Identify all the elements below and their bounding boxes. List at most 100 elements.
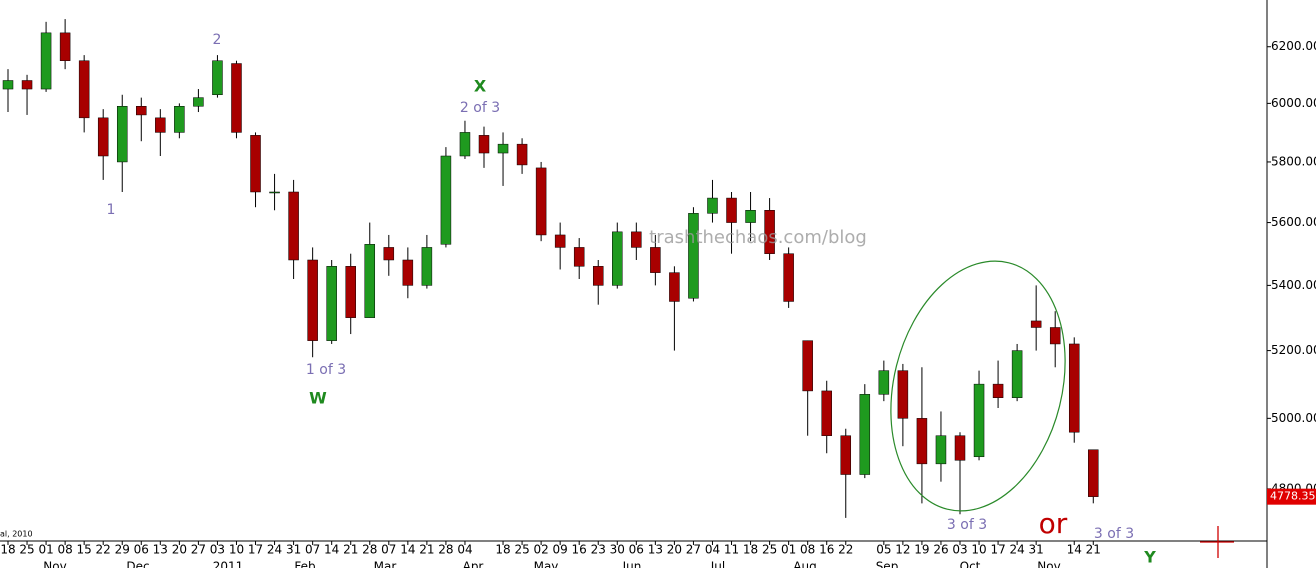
x-tick-label: 29 bbox=[115, 543, 130, 557]
y-tick-label: 5400.00 bbox=[1271, 278, 1316, 292]
wave-label: W bbox=[309, 389, 327, 408]
candle-body bbox=[497, 143, 509, 154]
x-tick-label: 25 bbox=[514, 543, 529, 557]
candle-body bbox=[59, 32, 71, 61]
month-label: Mar bbox=[374, 560, 397, 568]
month-label: Jul bbox=[710, 560, 725, 568]
y-tick-label: 6000.00 bbox=[1271, 96, 1316, 110]
x-tick-label: 06 bbox=[629, 543, 644, 557]
source-note: al, 2010 bbox=[0, 530, 33, 539]
x-tick-label: 14 bbox=[1067, 543, 1082, 557]
wave-label: or bbox=[1039, 507, 1068, 540]
x-tick-label: 21 bbox=[343, 543, 358, 557]
candle-body bbox=[916, 418, 928, 465]
x-tick-label: 25 bbox=[19, 543, 34, 557]
x-tick-label: 10 bbox=[971, 543, 986, 557]
last-price-label: 4778.35 bbox=[1270, 490, 1316, 503]
watermark: trashthechaos.com/blog bbox=[649, 227, 867, 248]
month-label: Nov bbox=[1037, 560, 1060, 568]
month-label: Aug bbox=[793, 560, 816, 568]
candle-body bbox=[554, 234, 566, 248]
x-tick-label: 04 bbox=[457, 543, 472, 557]
wave-label: Y bbox=[1143, 548, 1156, 567]
highlight-ellipse bbox=[890, 260, 1066, 512]
candle-body bbox=[212, 60, 223, 96]
x-tick-label: 14 bbox=[400, 543, 415, 557]
candle-body bbox=[516, 143, 528, 166]
month-label: 2011 bbox=[213, 560, 244, 568]
x-tick-label: 17 bbox=[990, 543, 1005, 557]
candle-body bbox=[878, 370, 890, 395]
x-tick-label: 24 bbox=[267, 543, 282, 557]
x-tick-label: 06 bbox=[134, 543, 149, 557]
x-tick-label: 16 bbox=[572, 543, 587, 557]
x-tick-label: 18 bbox=[0, 543, 15, 557]
candle-body bbox=[992, 383, 1004, 398]
candle-body bbox=[745, 210, 756, 223]
x-tick-label: 31 bbox=[1029, 543, 1044, 557]
candle-body bbox=[116, 106, 128, 163]
x-tick-label: 31 bbox=[286, 543, 301, 557]
candle-body bbox=[307, 259, 318, 341]
candle-body bbox=[402, 259, 414, 286]
candle-body bbox=[1049, 327, 1061, 345]
x-tick-label: 22 bbox=[838, 543, 853, 557]
wave-label: 2 of 3 bbox=[460, 100, 500, 116]
x-tick-label: 12 bbox=[895, 543, 910, 557]
x-tick-label: 15 bbox=[77, 543, 92, 557]
candle-body bbox=[21, 80, 33, 90]
wave-label: 1 bbox=[107, 202, 116, 218]
wave-label: 2 bbox=[213, 32, 222, 48]
x-tick-label: 04 bbox=[705, 543, 720, 557]
x-tick-label: 19 bbox=[914, 543, 929, 557]
x-tick-label: 18 bbox=[495, 543, 510, 557]
x-tick-label: 17 bbox=[248, 543, 263, 557]
candle-body bbox=[269, 191, 280, 194]
x-tick-label: 03 bbox=[210, 543, 225, 557]
candle-body bbox=[935, 435, 947, 465]
x-tick-label: 05 bbox=[876, 543, 891, 557]
candle-body bbox=[345, 266, 356, 318]
y-tick-label: 5800.00 bbox=[1271, 154, 1316, 168]
month-label: Dec bbox=[126, 560, 149, 568]
candle-body bbox=[707, 197, 718, 214]
x-tick-label: 09 bbox=[553, 543, 568, 557]
candle-body bbox=[231, 63, 242, 133]
candle-body bbox=[802, 340, 813, 392]
candle-body bbox=[764, 210, 775, 254]
y-tick-label: 5000.00 bbox=[1271, 411, 1316, 425]
month-label: Feb bbox=[294, 560, 315, 568]
last-price-box bbox=[1267, 488, 1316, 505]
candle-body bbox=[440, 155, 452, 245]
x-tick-label: 21 bbox=[1086, 543, 1101, 557]
x-tick-label: 26 bbox=[933, 543, 948, 557]
wave-label: X bbox=[474, 77, 487, 96]
candle-body bbox=[612, 231, 623, 286]
candle-body bbox=[897, 370, 909, 419]
x-tick-label: 10 bbox=[229, 543, 244, 557]
candle-body bbox=[1088, 449, 1099, 497]
x-tick-label: 02 bbox=[533, 543, 548, 557]
candle-body bbox=[688, 213, 699, 299]
x-tick-label: 11 bbox=[724, 543, 739, 557]
candle-body bbox=[669, 272, 680, 302]
wave-label: 3 of 3 bbox=[947, 517, 987, 533]
candle-body bbox=[592, 266, 604, 286]
month-label: Apr bbox=[463, 560, 484, 568]
x-tick-label: 20 bbox=[667, 543, 682, 557]
candle-body bbox=[1011, 350, 1023, 398]
candle-body bbox=[288, 191, 299, 261]
candle-body bbox=[1030, 320, 1042, 328]
candle-body bbox=[631, 231, 642, 248]
candle-body bbox=[1068, 343, 1080, 433]
candle-body bbox=[954, 435, 966, 461]
x-tick-label: 21 bbox=[419, 543, 434, 557]
candle-body bbox=[136, 106, 147, 116]
x-tick-label: 28 bbox=[362, 543, 377, 557]
x-tick-label: 27 bbox=[686, 543, 701, 557]
candle-body bbox=[726, 197, 737, 223]
x-tick-label: 08 bbox=[800, 543, 815, 557]
candle-body bbox=[973, 383, 985, 458]
